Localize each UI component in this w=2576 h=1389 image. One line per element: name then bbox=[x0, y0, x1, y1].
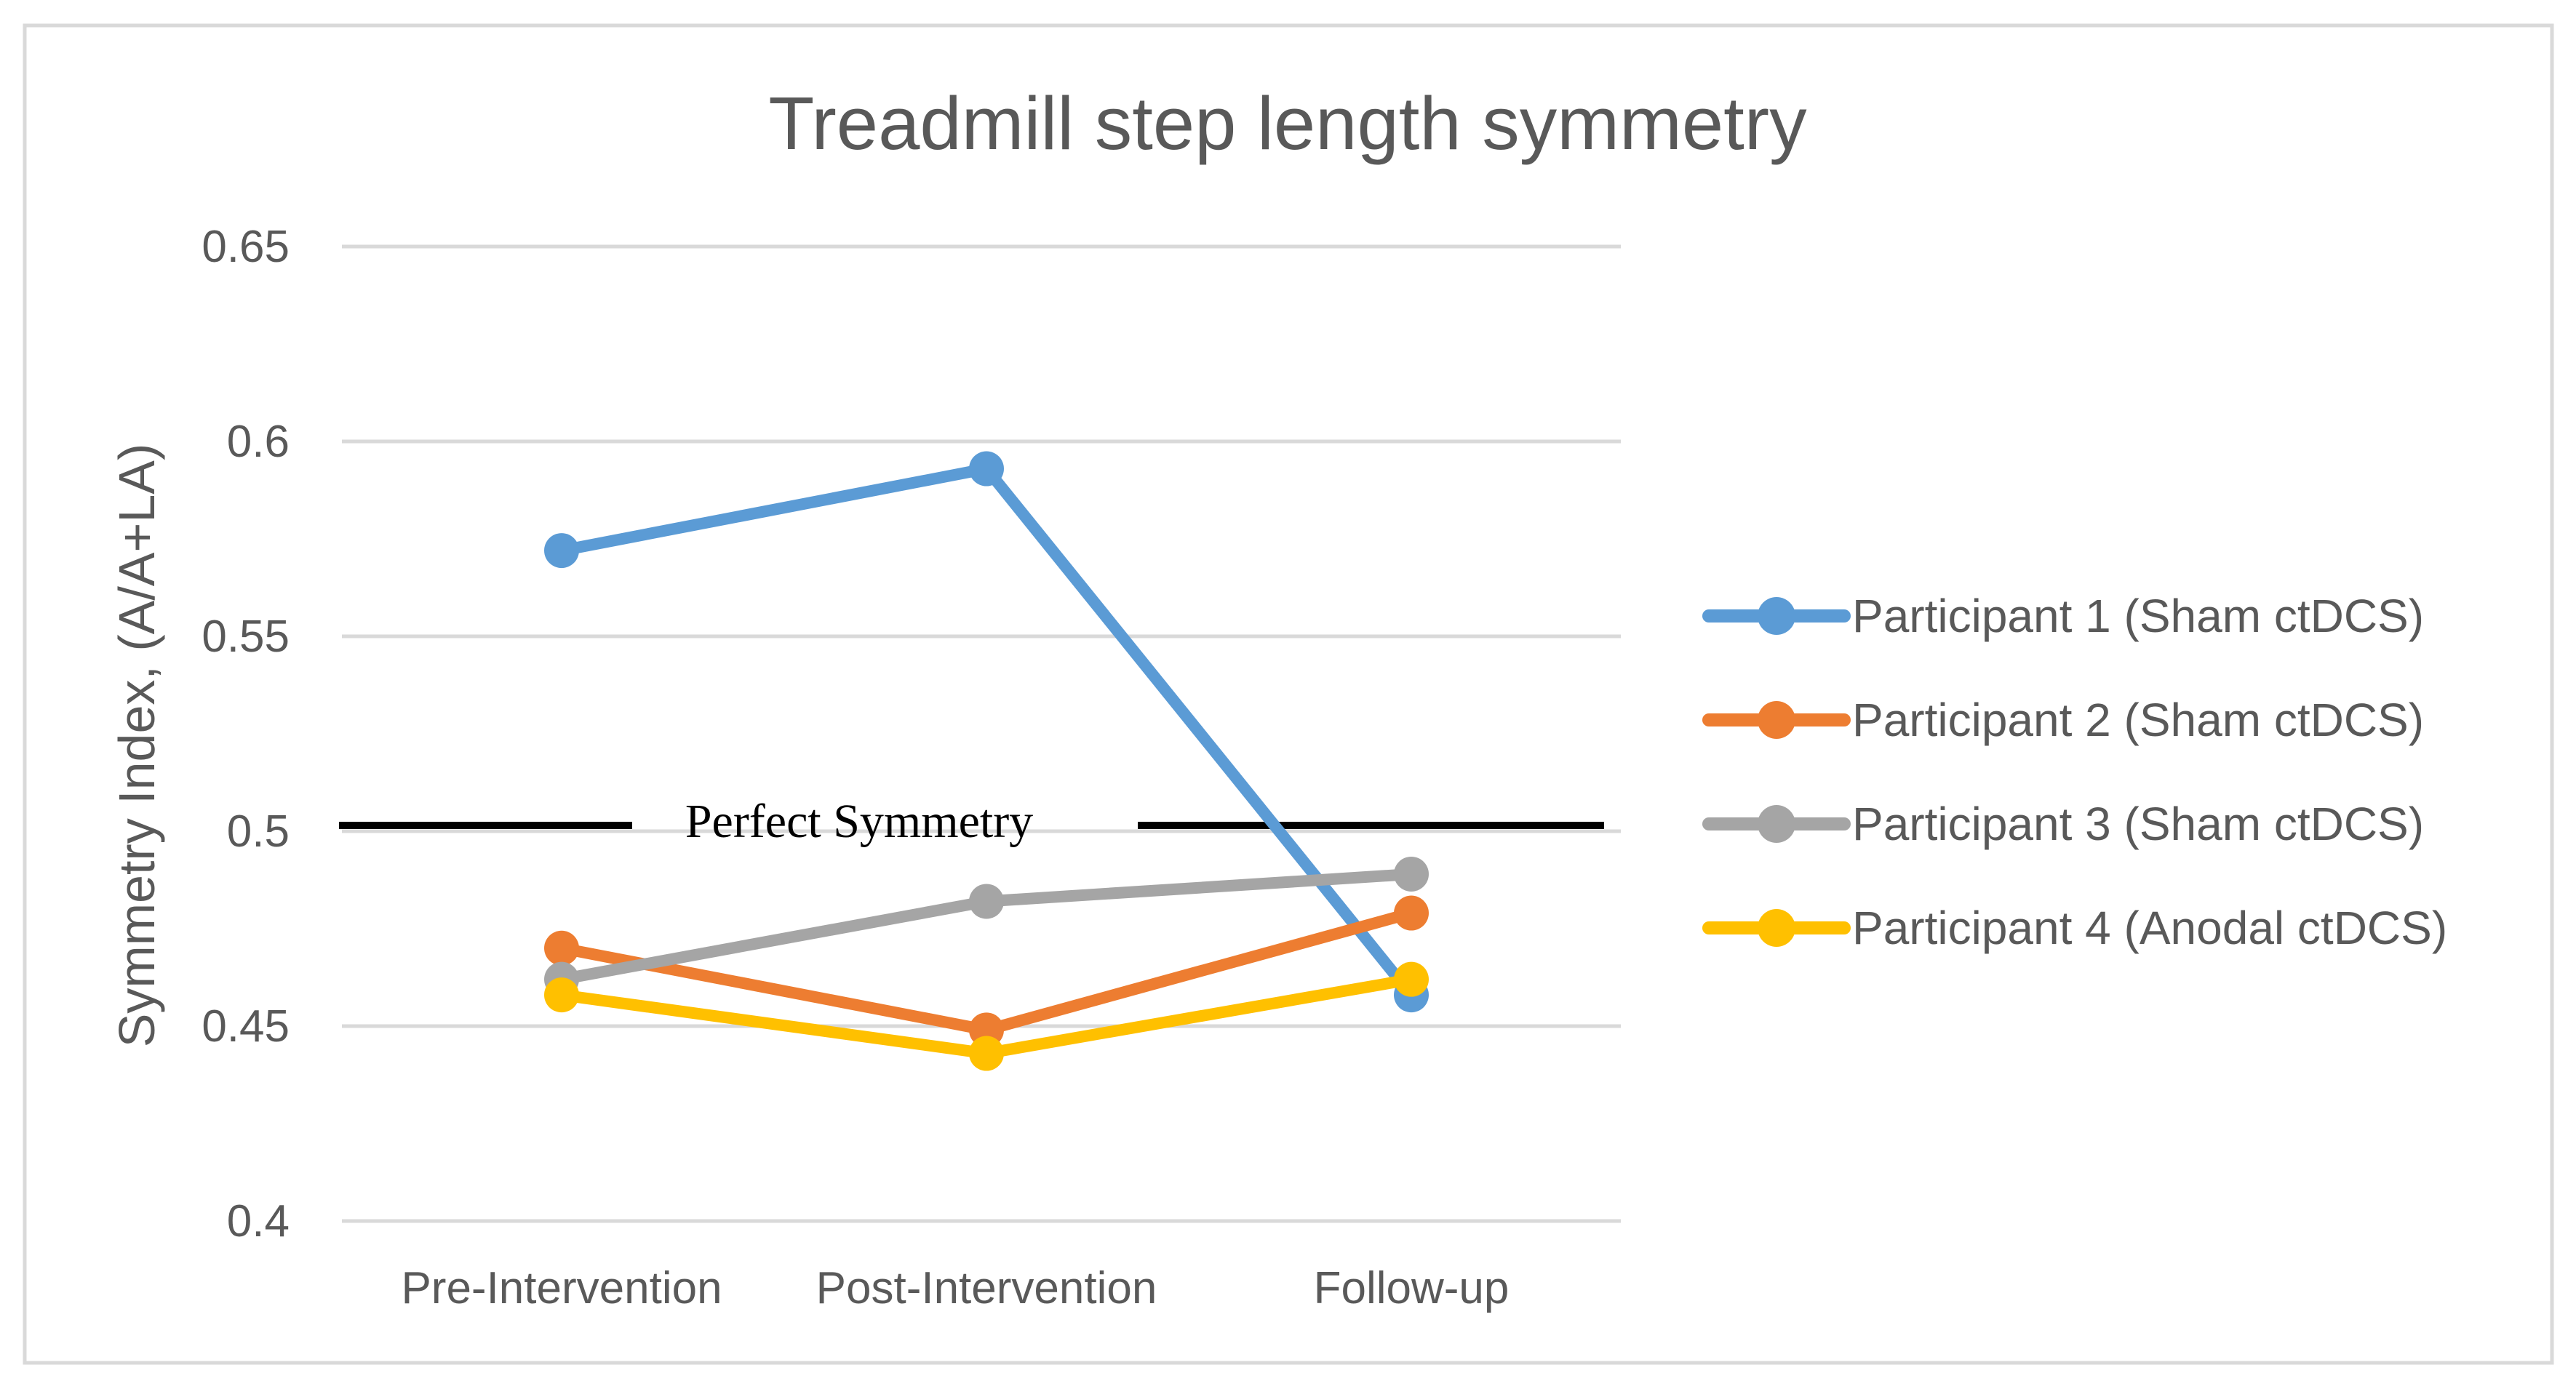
legend-item-label: Participant 1 (Sham ctDCS) bbox=[1852, 590, 2424, 642]
y-tick-label: 0.65 bbox=[202, 222, 290, 272]
x-axis-category-labels: Pre-Intervention Post-Intervention Follow-… bbox=[401, 1263, 1509, 1313]
legend-marker bbox=[1758, 909, 1795, 947]
perfect-symmetry-label: Perfect Symmetry bbox=[685, 795, 1033, 848]
legend-item: Participant 4 (Anodal ctDCS) bbox=[1702, 902, 2447, 954]
data-point-marker bbox=[1394, 856, 1429, 892]
x-category-label: Follow-up bbox=[1314, 1263, 1510, 1313]
data-point-marker bbox=[969, 884, 1004, 919]
gridlines bbox=[342, 244, 1621, 1223]
legend-item-label: Participant 2 (Sham ctDCS) bbox=[1852, 694, 2424, 746]
series-participant-4 bbox=[544, 961, 1429, 1071]
series-participant-1 bbox=[544, 451, 1429, 1013]
y-axis-title: Symmetry Index, (A/A+LA) bbox=[108, 444, 165, 1048]
perfect-symmetry-annotation: Perfect Symmetry bbox=[339, 795, 1604, 848]
data-point-marker bbox=[969, 451, 1004, 487]
legend-item: Participant 2 (Sham ctDCS) bbox=[1702, 694, 2424, 746]
data-point-marker bbox=[1394, 961, 1429, 997]
legend-marker bbox=[1758, 597, 1795, 635]
y-tick-label: 0.4 bbox=[227, 1196, 290, 1246]
legend-item: Participant 3 (Sham ctDCS) bbox=[1702, 798, 2424, 850]
y-axis-tick-labels: 0.65 0.6 0.55 0.5 0.45 0.4 bbox=[202, 222, 290, 1246]
legend-item-label: Participant 3 (Sham ctDCS) bbox=[1852, 798, 2424, 850]
legend-marker bbox=[1758, 701, 1795, 739]
chart-border bbox=[23, 23, 2554, 1365]
y-tick-label: 0.45 bbox=[202, 1001, 290, 1052]
data-point-marker bbox=[544, 930, 579, 966]
series-participant-2 bbox=[544, 895, 1429, 1048]
legend-item: Participant 1 (Sham ctDCS) bbox=[1702, 590, 2424, 642]
y-tick-label: 0.6 bbox=[227, 417, 290, 467]
y-tick-label: 0.5 bbox=[227, 806, 290, 857]
data-point-marker bbox=[1394, 895, 1429, 931]
data-point-marker bbox=[969, 1036, 1004, 1071]
y-tick-label: 0.55 bbox=[202, 612, 290, 662]
legend-marker bbox=[1758, 805, 1795, 843]
x-category-label: Post-Intervention bbox=[816, 1263, 1157, 1313]
legend-item-label: Participant 4 (Anodal ctDCS) bbox=[1852, 902, 2447, 954]
data-series bbox=[544, 451, 1429, 1071]
legend: Participant 1 (Sham ctDCS) Participant 2 … bbox=[1702, 590, 2447, 954]
data-point-marker bbox=[544, 533, 579, 569]
x-category-label: Pre-Intervention bbox=[401, 1263, 722, 1313]
data-point-marker bbox=[544, 977, 579, 1013]
chart-title: Treadmill step length symmetry bbox=[768, 81, 1807, 165]
